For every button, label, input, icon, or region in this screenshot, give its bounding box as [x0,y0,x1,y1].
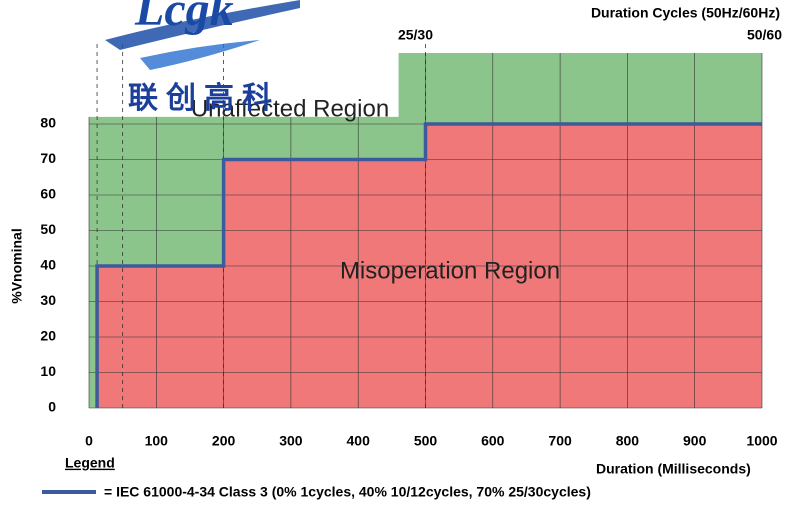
x-tick-label: 500 [414,433,438,449]
x-tick-label: 800 [616,433,640,449]
x-tick-label: 1000 [746,433,777,449]
y-tick-label: 0 [48,399,56,415]
y-tick-label: 30 [40,292,56,308]
y-tick-label: 70 [40,150,56,166]
region-label: Misoperation Region [340,257,560,284]
x-tick-label: 400 [347,433,371,449]
logo-subtitle: 联创高科 [128,82,280,115]
logo-brand: Lcgk [134,0,234,36]
plot-area: Unaffected Region Misoperation Region [88,40,763,409]
legend-title: Legend [65,455,115,471]
x-tick-label: 0 [85,433,93,449]
y-tick-label: 60 [40,186,56,202]
x-tick-label: 100 [145,433,169,449]
y-tick-label: 40 [40,257,56,273]
y-tick-label: 80 [40,115,56,131]
logo-swoosh [105,0,300,50]
y-tick-label: 50 [40,221,56,237]
x-axis-label: Duration (Milliseconds) [596,461,751,477]
x-tick-label: 700 [548,433,572,449]
y-axis-label: %Vnominal [9,228,25,303]
x-tick-label: 900 [683,433,707,449]
x-tick-label: 300 [279,433,303,449]
cycle-label: 50/60 [747,27,782,43]
y-tick-label: 20 [40,328,56,344]
region-label: Unaffected Region [191,95,389,122]
cycle-label: 25/30 [398,27,433,43]
x-tick-label: 200 [212,433,236,449]
top-axis-label: Duration Cycles (50Hz/60Hz) [591,5,780,21]
logo-swoosh [140,40,260,70]
step-line [95,122,762,408]
x-tick-label: 600 [481,433,505,449]
legend-label: = IEC 61000-4-34 Class 3 (0% 1cycles, 40… [104,484,591,500]
y-tick-label: 10 [40,363,56,379]
logo: Lcgk 联创高科 [105,0,300,115]
